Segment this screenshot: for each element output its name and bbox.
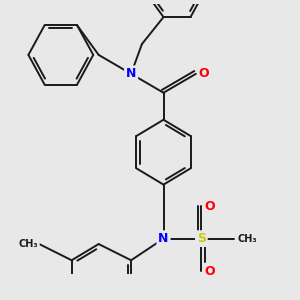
Text: O: O: [204, 265, 215, 278]
Text: CH₃: CH₃: [238, 234, 257, 244]
Text: N: N: [158, 232, 169, 245]
Text: N: N: [126, 67, 136, 80]
Text: CH₃: CH₃: [19, 239, 38, 249]
Text: O: O: [204, 200, 215, 213]
Text: S: S: [197, 232, 206, 245]
Text: O: O: [199, 67, 209, 80]
